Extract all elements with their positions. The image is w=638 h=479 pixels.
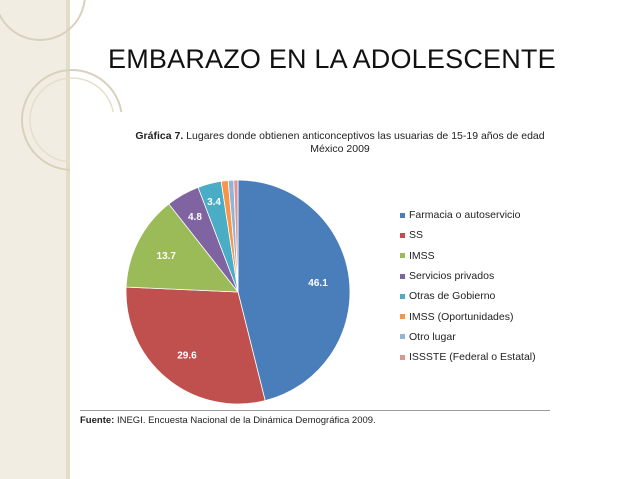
legend-label: IMSS	[409, 249, 435, 262]
pie-data-label: 29.6	[177, 350, 197, 361]
pie-data-label: 4.8	[188, 212, 202, 223]
legend-item: IMSS	[400, 246, 536, 266]
legend-swatch	[400, 232, 405, 238]
pie-slice-farmacia-o-autoservicio	[237, 179, 351, 402]
legend-item: Servicios privados	[400, 266, 536, 286]
pie-data-label: 13.7	[157, 251, 177, 262]
legend-item: Otras de Gobierno	[400, 286, 536, 306]
legend-label: ISSSTE (Federal o Estatal)	[409, 351, 536, 364]
legend-swatch	[400, 334, 405, 340]
source-text: INEGI. Encuesta Nacional de la Dinámica …	[116, 415, 376, 426]
legend-swatch	[400, 293, 405, 299]
legend-item: Otro lugar	[400, 327, 536, 347]
source-divider	[80, 410, 550, 411]
legend-label: IMSS (Oportunidades)	[409, 310, 514, 323]
legend-item: ISSSTE (Federal o Estatal)	[400, 347, 536, 367]
legend-item: IMSS (Oportunidades)	[400, 306, 536, 326]
legend-label: Otras de Gobierno	[409, 290, 496, 303]
pie-slice-issste-federal-o-estatal	[233, 179, 239, 293]
pie-slice-imss	[125, 203, 239, 293]
pie-chart: 46.1 29.6 13.7 4.8 3.4	[125, 179, 351, 405]
pie-slice-ss	[125, 286, 266, 405]
chart-legend: Farmacia o autoservicio SS IMSS Servicios p…	[400, 205, 536, 367]
slide-title: EMBARAZO EN LA ADOLESCENTE	[108, 44, 556, 74]
legend-swatch	[400, 354, 405, 360]
legend-label: SS	[409, 229, 424, 242]
legend-swatch	[400, 253, 405, 259]
pie-data-label: 46.1	[308, 278, 328, 289]
legend-swatch	[400, 212, 405, 218]
legend-label: Otro lugar	[409, 330, 456, 343]
legend-swatch	[400, 314, 405, 320]
source-prefix: Fuente:	[80, 415, 115, 426]
chart-panel: Gráfica 7. Lugares donde obtienen antico…	[70, 112, 630, 437]
pie-data-label: 3.4	[207, 197, 221, 208]
chart-title-text: Lugares donde obtienen anticonceptivos l…	[186, 130, 545, 142]
chart-source: Fuente: INEGI. Encuesta Nacional de la D…	[80, 415, 376, 426]
legend-label: Farmacia o autoservicio	[409, 209, 521, 222]
legend-item: Farmacia o autoservicio	[400, 205, 536, 225]
chart-title-prefix: Gráfica 7.	[135, 130, 184, 142]
chart-title: Gráfica 7. Lugares donde obtienen antico…	[70, 130, 610, 156]
decorative-sidebar-edge	[66, 0, 70, 479]
chart-subtitle: México 2009	[310, 143, 370, 155]
legend-label: Servicios privados	[409, 270, 495, 283]
legend-item: SS	[400, 225, 536, 245]
legend-swatch	[400, 273, 405, 279]
